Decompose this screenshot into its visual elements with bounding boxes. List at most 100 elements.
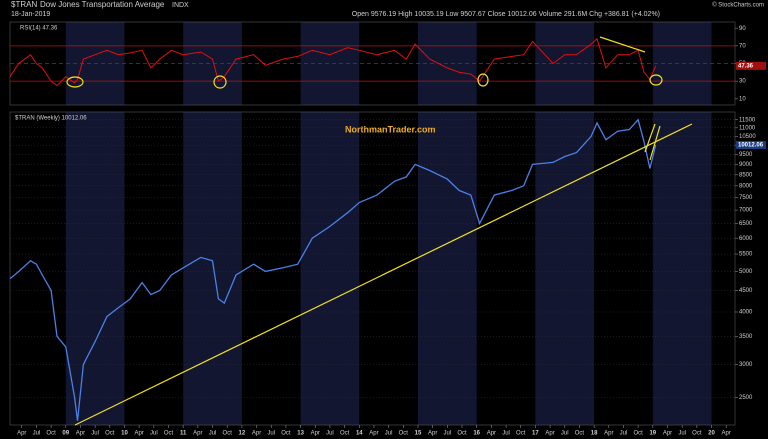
rsi-title: RSI(14) 47.36 <box>20 26 58 32</box>
x-tick-label: Oct <box>46 431 56 437</box>
y-tick-label: 6500 <box>739 221 753 227</box>
x-tick-label: Apr <box>311 431 320 437</box>
quote: Open 9576.19 High 10035.19 Low 9507.67 C… <box>352 11 660 18</box>
x-tick-label: Oct <box>457 431 467 437</box>
x-tick-label: Oct <box>281 431 291 437</box>
y-tick-label: 11000 <box>739 125 756 131</box>
y-tick-label: 10 <box>739 96 746 102</box>
x-tick-label: 10 <box>121 431 128 437</box>
x-tick-label: Oct <box>105 431 115 437</box>
series-line <box>9 118 657 421</box>
x-tick-label: Apr <box>545 431 554 437</box>
wedge-line <box>644 123 656 153</box>
highlight-ellipse <box>66 76 84 88</box>
year-band <box>65 112 125 425</box>
x-tick-label: Oct <box>575 431 585 437</box>
highlight-ellipse <box>477 73 489 87</box>
y-tick-label: 4000 <box>739 310 753 316</box>
x-tick-label: 17 <box>532 431 539 437</box>
last-value-box <box>736 140 766 149</box>
x-tick-label: Apr <box>193 431 202 437</box>
y-tick-label: 7000 <box>739 208 753 214</box>
wedge-line <box>649 125 661 161</box>
y-tick-label: 5500 <box>739 252 753 258</box>
year-bands <box>65 22 712 425</box>
x-tick-label: Apr <box>252 431 261 437</box>
watermark: NorthmanTrader.com <box>345 124 436 134</box>
price-title: $TRAN (Weekly) 10012.06 <box>15 116 87 122</box>
x-tick-label: 14 <box>356 431 363 437</box>
x-tick-label: 19 <box>649 431 656 437</box>
x-tick-label: Apr <box>663 431 672 437</box>
highlight-ellipse <box>213 75 227 89</box>
y-tick-label: 11500 <box>739 117 756 123</box>
series-line <box>9 37 657 87</box>
symbol: $TRAN <box>11 0 37 9</box>
x-tick-label: Jul <box>326 431 334 437</box>
index-name: Dow Jones Transportation Average <box>40 0 165 9</box>
x-tick-label: Jul <box>502 431 510 437</box>
y-tick-label: 5000 <box>739 269 753 275</box>
x-tick-label: 16 <box>473 431 480 437</box>
x-tick-label: 18 <box>591 431 598 437</box>
x-tick-label: Jul <box>385 431 393 437</box>
highlight-ellipse <box>649 74 663 86</box>
x-tick-label: Apr <box>369 431 378 437</box>
year-band <box>300 112 360 425</box>
x-tick-label: 15 <box>415 431 422 437</box>
x-tick-label: Jul <box>620 431 628 437</box>
y-tick-label: 30 <box>739 79 746 85</box>
exchange: INDX <box>172 2 189 9</box>
x-tick-label: Oct <box>633 431 643 437</box>
y-tick-label: 2500 <box>739 395 753 401</box>
last-value-label: 10012.06 <box>738 143 764 149</box>
y-tick-label: 9000 <box>739 162 753 168</box>
plot: 103050709047.362500300035004000450050005… <box>9 26 766 437</box>
y-tick-label: 4500 <box>739 288 753 294</box>
x-tick-label: Oct <box>223 431 233 437</box>
year-band <box>183 112 242 425</box>
x-tick-label: Apr <box>17 431 26 437</box>
y-tick-label: 90 <box>739 26 746 32</box>
x-tick-label: Apr <box>722 431 731 437</box>
x-tick-label: Oct <box>692 431 702 437</box>
annotations <box>66 36 693 426</box>
x-tick-label: Apr <box>134 431 143 437</box>
last-value-label: 47.36 <box>738 63 754 69</box>
year-band <box>535 112 595 425</box>
x-tick-label: Oct <box>340 431 350 437</box>
y-tick-label: 3500 <box>739 334 753 340</box>
x-tick-label: Apr <box>428 431 437 437</box>
price-frame <box>9 111 736 426</box>
x-tick-label: Jul <box>444 431 452 437</box>
x-tick-label: Apr <box>604 431 613 437</box>
y-tick-label: 9500 <box>739 152 753 158</box>
x-tick-label: 12 <box>239 431 246 437</box>
credit: © StockCharts.com <box>712 2 764 9</box>
x-tick-label: Oct <box>516 431 526 437</box>
x-tick-label: 13 <box>297 431 304 437</box>
x-tick-label: 20 <box>708 431 715 437</box>
x-tick-label: Jul <box>678 431 686 437</box>
y-tick-label: 3000 <box>739 362 753 368</box>
x-tick-label: Oct <box>399 431 409 437</box>
year-band <box>300 22 360 105</box>
x-tick-label: 11 <box>180 431 187 437</box>
y-tick-label: 10500 <box>739 134 756 140</box>
x-tick-label: Jul <box>209 431 217 437</box>
x-tick-label: Jul <box>267 431 275 437</box>
year-band <box>417 112 477 425</box>
x-tick-label: Oct <box>164 431 174 437</box>
last-value-box <box>736 61 766 70</box>
y-tick-label: 8000 <box>739 183 753 189</box>
x-tick-label: Jul <box>33 431 41 437</box>
x-tick-label: Jul <box>561 431 569 437</box>
year-band <box>652 112 712 425</box>
y-tick-label: 70 <box>739 43 746 49</box>
x-tick-label: 09 <box>62 431 69 437</box>
x-tick-label: Apr <box>487 431 496 437</box>
x-tick-label: Apr <box>76 431 85 437</box>
x-tick-label: Jul <box>150 431 158 437</box>
